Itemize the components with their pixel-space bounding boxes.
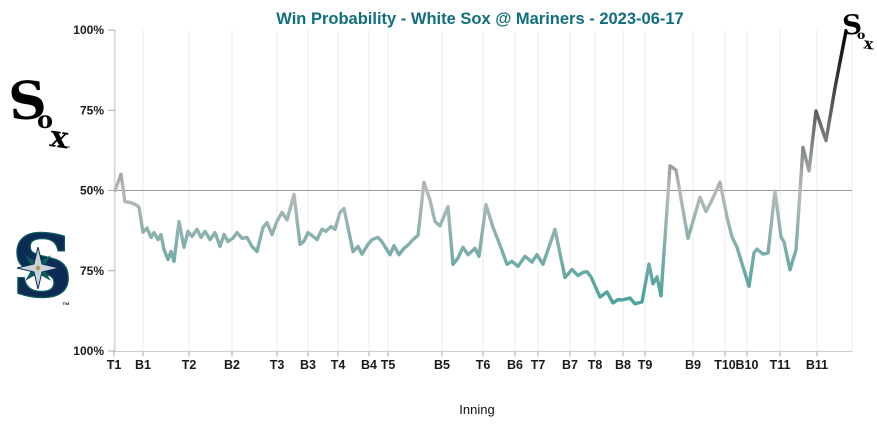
y-tick-label-4: 100% (73, 344, 104, 358)
x-tick-label-T1: T1 (107, 358, 122, 372)
gridlines-group (113, 30, 853, 352)
x-tick-label-T2: T2 (182, 358, 197, 372)
y-tick-label-1: 75% (80, 103, 104, 117)
x-tick-label-T5: T5 (381, 358, 396, 372)
x-tick-label-T10: T10 (714, 358, 736, 372)
white-sox-logo (6, 69, 72, 157)
x-tick-label-B7: B7 (562, 358, 578, 372)
x-tick-label-T9: T9 (638, 358, 653, 372)
x-axis-title: Inning (459, 402, 494, 417)
tick-labels-group: T1 B1 T2 B2 T3 B3 T4 B4 T5 B5 T6 B6 T7 B7 T8 B8 T9 B9 T10 B… (73, 23, 828, 372)
mariners-logo: S ™ (11, 216, 74, 318)
x-tick-label-B10: B10 (736, 358, 759, 372)
x-tick-label-T8: T8 (588, 358, 603, 372)
y-tick-label-2: 50% (80, 184, 104, 198)
x-tick-label-B6: B6 (507, 358, 523, 372)
x-tick-label-B9: B9 (685, 358, 701, 372)
x-tick-label-T6: T6 (476, 358, 491, 372)
mariners-logo-trademark: ™ (62, 301, 70, 310)
x-tick-label-B11: B11 (806, 358, 828, 372)
x-tick-label-B2: B2 (224, 358, 240, 372)
x-tick-label-B3: B3 (300, 358, 316, 372)
x-tick-label-B4: B4 (361, 358, 377, 372)
chart-title: Win Probability - White Sox @ Mariners -… (276, 10, 683, 28)
x-tick-label-T11: T11 (770, 358, 791, 372)
x-tick-label-T3: T3 (270, 358, 285, 372)
white-sox-end-of-line-logo (841, 9, 876, 54)
win-probability-line (113, 29, 848, 306)
y-tick-label-0: 100% (73, 23, 104, 37)
mariners-compass-star-icon (16, 246, 60, 290)
x-tick-label-B5: B5 (434, 358, 450, 372)
x-tick-label-T7: T7 (531, 358, 546, 372)
x-tick-label-B1: B1 (135, 358, 151, 372)
x-tick-label-B8: B8 (615, 358, 631, 372)
y-tick-label-3: 75% (80, 264, 104, 278)
series-group (113, 29, 848, 306)
x-tick-label-T4: T4 (331, 358, 346, 372)
axes-group (108, 29, 852, 357)
